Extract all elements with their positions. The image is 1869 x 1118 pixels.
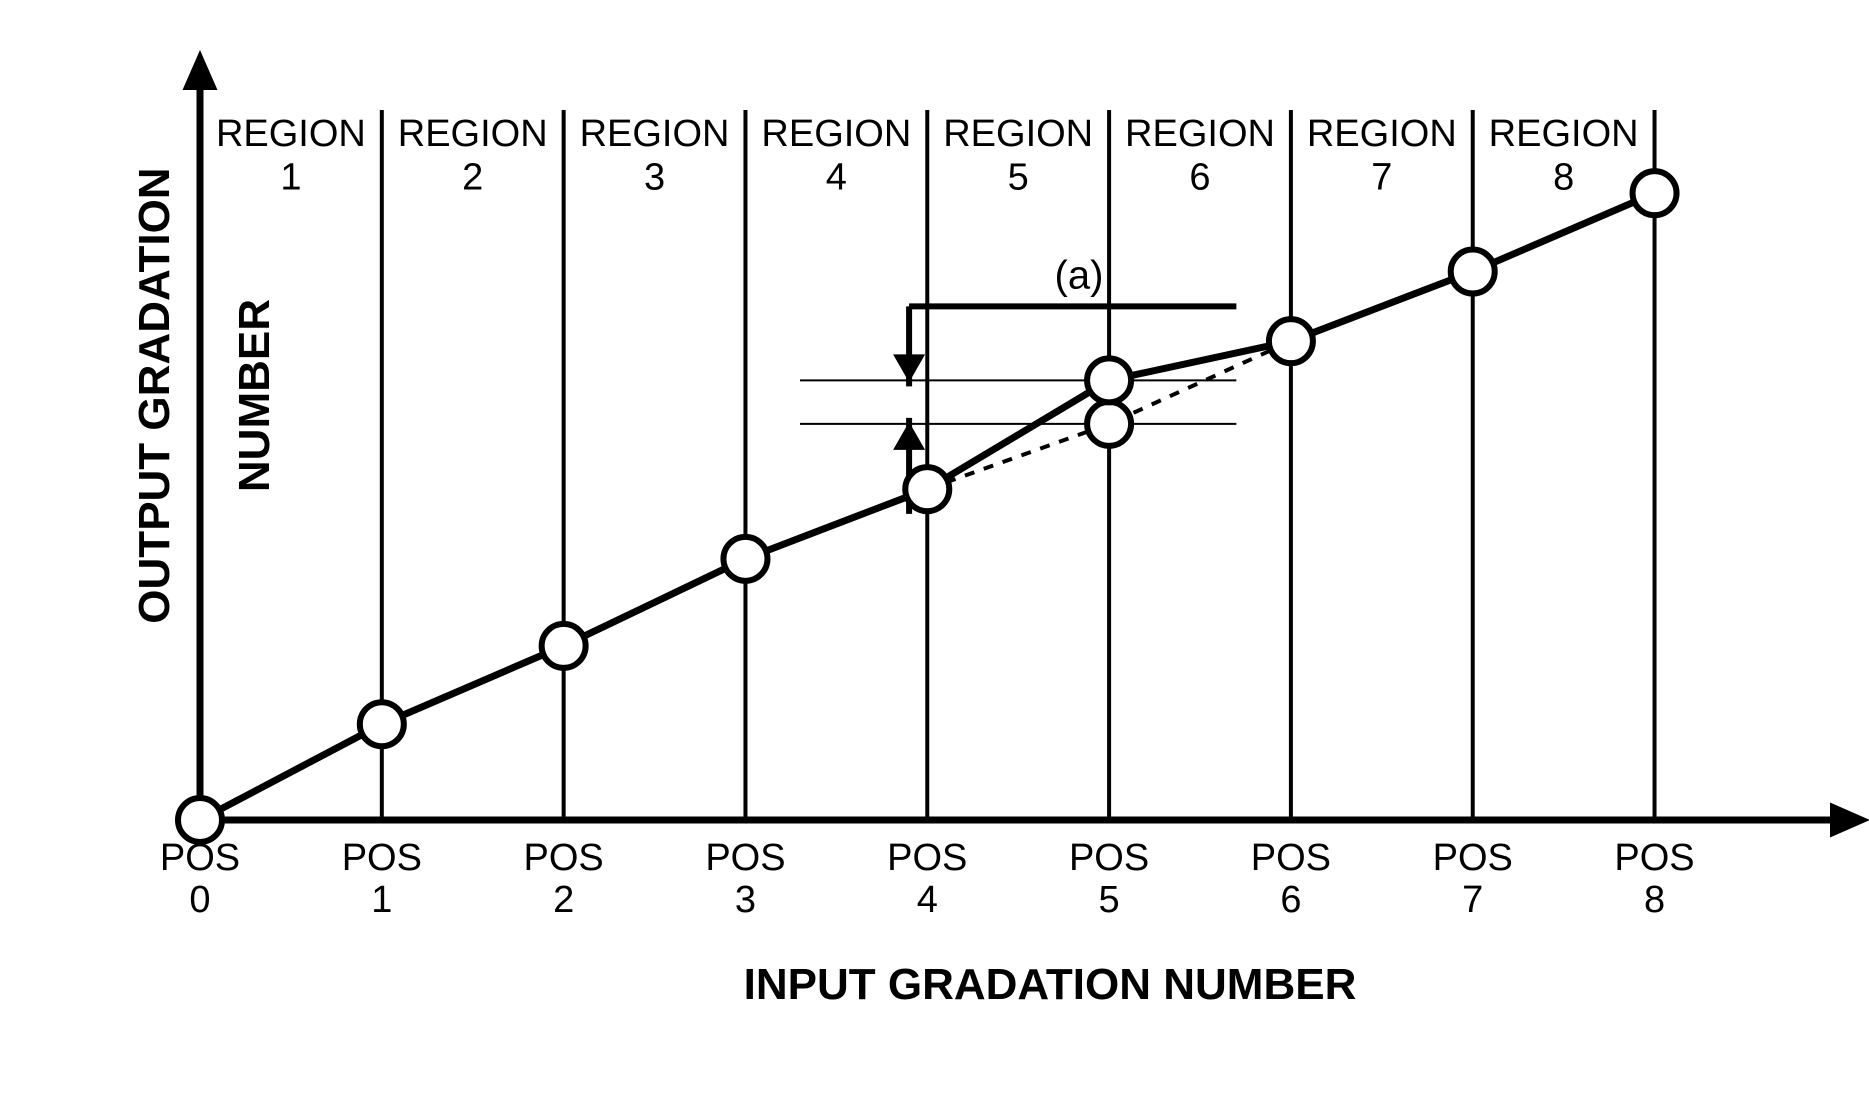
data-point [1451, 250, 1495, 294]
x-tick-label: POS0 [160, 837, 240, 921]
data-point [178, 798, 222, 842]
region-label: REGION6 [1125, 113, 1275, 199]
data-point [1269, 319, 1313, 363]
x-tick-label: POS4 [887, 837, 967, 921]
x-tick-label: POS1 [342, 837, 422, 921]
x-tick-label: POS8 [1614, 837, 1694, 921]
y-axis-label: OUTPUT GRADATION NUMBER [80, 100, 330, 740]
data-point [1633, 171, 1677, 215]
data-point [905, 467, 949, 511]
region-label: REGION2 [398, 113, 548, 199]
data-point [360, 702, 404, 746]
x-tick-label: POS5 [1069, 837, 1149, 921]
data-point [723, 537, 767, 581]
data-point [1087, 358, 1131, 402]
region-label: REGION5 [943, 113, 1093, 199]
region-label: REGION7 [1307, 113, 1457, 199]
x-axis-label: INPUT GRADATION NUMBER [700, 960, 1400, 1010]
x-tick-label: POS2 [524, 837, 604, 921]
chart-container: REGION1REGION2REGION3REGION4REGION5REGIO… [20, 20, 1869, 1098]
region-label: REGION4 [761, 113, 911, 199]
data-point [542, 624, 586, 668]
region-label: REGION8 [1489, 113, 1639, 199]
region-label: REGION3 [580, 113, 730, 199]
annotation-label: (a) [1055, 253, 1104, 297]
x-tick-label: POS3 [705, 837, 785, 921]
x-tick-label: POS6 [1251, 837, 1331, 921]
x-tick-label: POS7 [1433, 837, 1513, 921]
